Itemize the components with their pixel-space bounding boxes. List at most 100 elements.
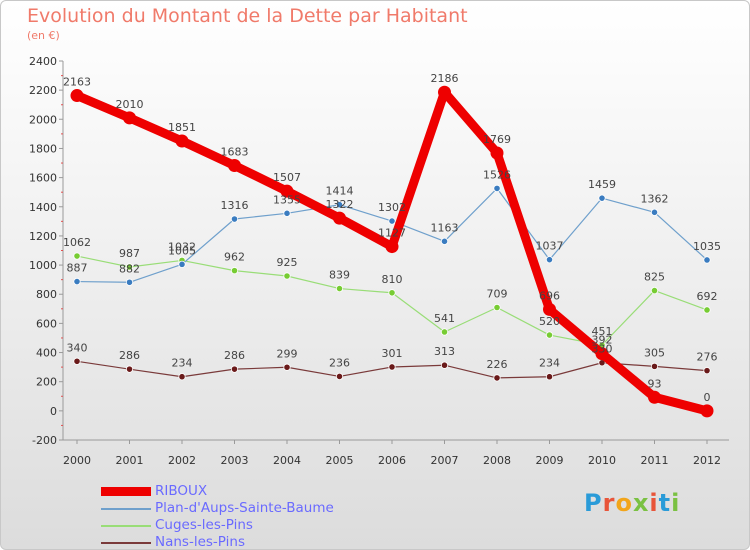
y-tick-label: 2400 (29, 55, 57, 68)
data-point (598, 194, 606, 202)
data-label: 340 (67, 341, 88, 354)
data-label: 839 (329, 269, 350, 282)
x-tick-label: 2007 (431, 454, 459, 467)
data-point (388, 363, 396, 371)
data-point (175, 134, 189, 148)
data-point (650, 208, 659, 216)
x-tick-label: 2004 (273, 454, 301, 467)
data-label: 301 (382, 347, 403, 360)
data-point (493, 374, 501, 382)
data-label: 1322 (326, 198, 354, 211)
data-point (125, 263, 134, 271)
data-point (440, 237, 449, 245)
y-tick-label: 1400 (29, 201, 57, 214)
data-point (650, 286, 659, 295)
x-tick-label: 2002 (168, 454, 196, 467)
data-label: 1683 (221, 146, 249, 159)
data-label: 234 (539, 357, 560, 370)
data-label: 226 (487, 358, 508, 371)
chart-subtitle: (en €) (27, 29, 60, 42)
data-label: 286 (224, 349, 245, 362)
data-label: 1459 (588, 178, 616, 191)
data-label: 2186 (431, 72, 459, 85)
data-label: 520 (539, 315, 560, 328)
y-tick-label: 1600 (29, 172, 57, 185)
y-tick-label: 800 (36, 288, 57, 301)
data-label: 882 (119, 262, 140, 275)
data-label: 313 (434, 345, 455, 358)
data-label: 987 (119, 247, 140, 260)
data-point (333, 211, 346, 225)
data-label: 696 (539, 289, 560, 302)
data-label: 286 (119, 349, 140, 362)
data-label: 887 (67, 262, 88, 275)
data-point (280, 184, 294, 198)
data-point (283, 209, 291, 217)
data-label: 276 (697, 351, 718, 364)
data-point (700, 404, 714, 418)
legend-swatch (101, 508, 151, 510)
data-point (545, 256, 554, 264)
data-point (490, 146, 504, 160)
data-label: 236 (329, 356, 350, 369)
data-label: 299 (277, 347, 298, 360)
data-label: 1414 (326, 185, 354, 198)
data-point (650, 362, 659, 370)
data-label: 1032 (168, 240, 196, 253)
data-point (335, 284, 344, 293)
data-label: 1302 (378, 201, 406, 214)
logo-letter: x (632, 489, 650, 517)
data-label: 1037 (536, 240, 564, 253)
y-tick-label: 1000 (29, 259, 57, 272)
data-point (703, 367, 711, 375)
data-point (178, 373, 186, 381)
legend-label: RIBOUX (155, 483, 208, 499)
logo-letter: i (649, 489, 659, 517)
x-tick-label: 2011 (641, 454, 669, 467)
data-label: 925 (277, 256, 298, 269)
data-label: 692 (697, 290, 718, 303)
data-label: 825 (644, 271, 665, 284)
legend-label: Plan-d'Aups-Sainte-Baume (155, 500, 334, 516)
x-tick-label: 2001 (116, 454, 144, 467)
data-label: 709 (487, 287, 508, 300)
data-label: 1769 (483, 133, 511, 146)
data-point (73, 357, 81, 365)
data-label: 810 (382, 273, 403, 286)
x-tick-label: 2012 (693, 454, 721, 467)
data-point (73, 277, 81, 286)
data-label: 541 (434, 312, 455, 325)
data-point (388, 289, 396, 297)
data-label: 962 (224, 251, 245, 264)
y-tick-label: 0 (50, 405, 57, 418)
data-point (230, 365, 239, 373)
x-tick-label: 2010 (588, 454, 616, 467)
legend-label: Nans-les-Pins (155, 534, 245, 550)
data-point (178, 260, 186, 268)
legend-label: Cuges-les-Pins (155, 517, 253, 533)
x-tick-label: 2003 (221, 454, 249, 467)
data-point (283, 272, 291, 280)
data-label: 1507 (273, 171, 301, 184)
proxiti-logo: Proxiti (584, 489, 680, 517)
data-point (438, 85, 451, 99)
data-point (388, 217, 396, 225)
data-label: 1526 (483, 168, 511, 181)
x-tick-label: 2008 (483, 454, 511, 467)
data-point (440, 328, 449, 336)
data-point (703, 256, 711, 264)
y-tick-label: 600 (36, 317, 57, 330)
y-tick-label: -200 (32, 434, 57, 447)
logo-letter: t (658, 489, 672, 517)
data-point (230, 215, 239, 223)
data-point (493, 184, 501, 193)
legend-swatch (101, 525, 151, 527)
logo-letter: r (602, 489, 616, 517)
data-label: 2010 (116, 98, 144, 111)
data-point (228, 159, 241, 173)
y-tick-label: 1200 (29, 230, 57, 243)
y-tick-label: 400 (36, 347, 57, 360)
data-point (335, 201, 344, 209)
data-point (73, 252, 81, 260)
data-point (125, 278, 134, 286)
